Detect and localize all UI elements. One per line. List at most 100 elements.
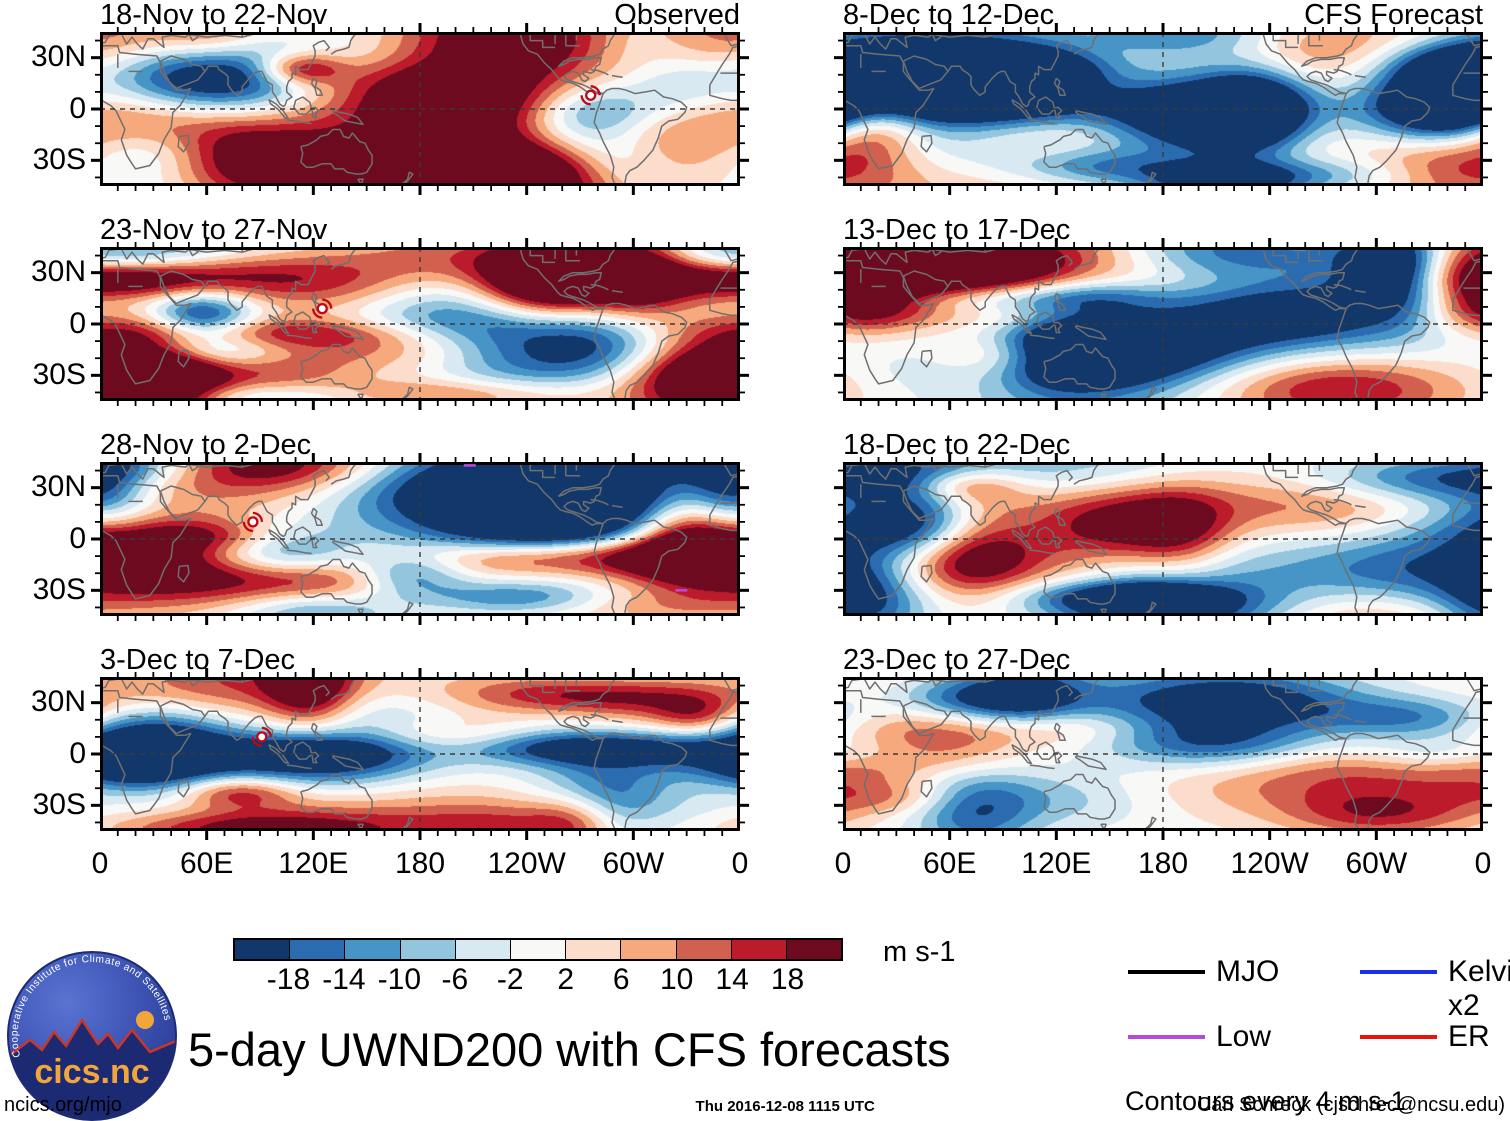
panel-date-range: 13-Dec to 17-Dec bbox=[843, 214, 1071, 246]
map-overlay bbox=[834, 238, 1492, 410]
lon-axis-right: 0 60E 120E 180 120W 60W 0 bbox=[835, 846, 1492, 886]
figure-title: 5-day UWND200 with CFS forecasts bbox=[188, 1023, 951, 1076]
panel-title: 13-Dec to 17-Dec bbox=[843, 214, 1483, 246]
footer-author: Carl Schreck (cjschrec@ncsu.edu) bbox=[1196, 1094, 1505, 1116]
lat-tick-30s: 30S bbox=[32, 143, 86, 176]
colorbar-tick-label: 14 bbox=[715, 963, 749, 996]
lat-tick-30s: 30S bbox=[32, 573, 86, 606]
lon-tick: 120W bbox=[487, 847, 566, 880]
colorbar-tick-label: -18 bbox=[266, 963, 311, 996]
panel-date-range: 23-Dec to 27-Dec bbox=[843, 644, 1071, 676]
contour-interval-note: Contours every 4 m s-1 bbox=[1125, 1086, 1406, 1116]
lon-tick: 0 bbox=[91, 847, 109, 880]
map-overlay bbox=[834, 453, 1492, 625]
colorbar-tick-label: 18 bbox=[770, 963, 805, 996]
panel-title: 23-Dec to 27-Dec bbox=[843, 644, 1483, 676]
logo-wordmark: cics.nc bbox=[34, 1053, 149, 1091]
colorbar-tick-label: 10 bbox=[659, 963, 694, 996]
tropical-cyclone-icon bbox=[251, 726, 272, 748]
lon-tick: 0 bbox=[731, 847, 749, 880]
colorbar-tick-label: 6 bbox=[612, 963, 630, 996]
mjo-line-icon bbox=[1128, 970, 1205, 974]
legend-label-kelvin: Kelvin x2 bbox=[1448, 955, 1510, 1022]
colorbar-tick-label: -10 bbox=[377, 963, 422, 996]
lat-tick-0: 0 bbox=[69, 737, 86, 770]
column-header: Observed bbox=[614, 0, 740, 31]
lon-tick: 120W bbox=[1230, 847, 1309, 880]
lat-axis-row-3: 30N 0 30S bbox=[2, 462, 92, 616]
legend-label-low: Low bbox=[1216, 1020, 1272, 1053]
lon-tick: 60E bbox=[179, 847, 234, 880]
low-line-icon bbox=[1128, 1035, 1205, 1039]
kelvin-line-icon bbox=[1360, 970, 1437, 974]
footer-timestamp: Thu 2016-12-08 1115 UTC bbox=[695, 1098, 875, 1115]
lat-tick-0: 0 bbox=[69, 92, 86, 125]
panel-title: 18-Dec to 22-Dec bbox=[843, 429, 1483, 461]
legend-row-2: Low ER bbox=[1128, 1020, 1510, 1086]
map-panel-forecast-4: 23-Dec to 27-Dec bbox=[834, 644, 1492, 840]
colorbar: -18 -14 -10 -6 -2 2 6 10 14 18 m s-1 bbox=[233, 936, 993, 1000]
panel-date-range: 18-Nov to 22-Nov bbox=[100, 0, 328, 31]
lon-tick: 60E bbox=[922, 847, 977, 880]
colorbar-tick-label: -6 bbox=[441, 963, 469, 996]
panel-date-range: 18-Dec to 22-Dec bbox=[843, 429, 1071, 461]
lon-tick: 120E bbox=[1021, 847, 1092, 880]
panel-date-range: 3-Dec to 7-Dec bbox=[100, 644, 296, 676]
lat-axis-row-4: 30N 0 30S bbox=[2, 677, 92, 831]
lon-tick: 60W bbox=[602, 847, 665, 880]
legend-label-mjo: MJO bbox=[1216, 955, 1280, 988]
colorbar-swatches bbox=[233, 938, 843, 961]
panel-title: 18-Nov to 22-Nov Observed bbox=[100, 0, 740, 31]
map-panel-observed-4: 3-Dec to 7-Dec bbox=[91, 644, 749, 840]
lon-tick: 120E bbox=[278, 847, 349, 880]
map-overlay bbox=[91, 23, 749, 195]
map-panel-observed-3: 28-Nov to 2-Dec bbox=[91, 429, 749, 625]
lon-axis-left: 0 60E 120E 180 120W 60W 0 bbox=[92, 846, 749, 886]
tropical-cyclone-icon bbox=[580, 85, 601, 106]
colorbar-tick-labels: -18 -14 -10 -6 -2 2 6 10 14 18 bbox=[233, 961, 843, 996]
logo-mountains bbox=[9, 1011, 175, 1119]
lat-axis-row-2: 30N 0 30S bbox=[2, 247, 92, 401]
panel-title: 8-Dec to 12-Dec CFS Forecast bbox=[843, 0, 1483, 31]
lat-tick-30n: 30N bbox=[30, 470, 86, 503]
lon-tick: 60W bbox=[1345, 847, 1408, 880]
panel-date-range: 23-Nov to 27-Nov bbox=[100, 214, 328, 246]
panel-title: 3-Dec to 7-Dec bbox=[100, 644, 740, 676]
lat-tick-30n: 30N bbox=[30, 40, 86, 73]
colorbar-tick-label: 2 bbox=[557, 963, 575, 996]
colorbar-tick-label: -2 bbox=[496, 963, 524, 996]
map-overlay bbox=[91, 668, 749, 840]
lon-tick: 0 bbox=[834, 847, 852, 880]
column-header: CFS Forecast bbox=[1304, 0, 1483, 31]
map-panel-forecast-2: 13-Dec to 17-Dec bbox=[834, 214, 1492, 410]
lat-tick-0: 0 bbox=[69, 307, 86, 340]
lat-axis-row-1: 30N 0 30S bbox=[2, 32, 92, 186]
er-line-icon bbox=[1360, 1035, 1437, 1039]
lon-tick: 180 bbox=[394, 847, 446, 880]
lat-tick-30n: 30N bbox=[30, 685, 86, 718]
map-panel-observed-1: 18-Nov to 22-Nov Observed bbox=[91, 0, 749, 195]
lon-tick: 180 bbox=[1137, 847, 1189, 880]
lat-tick-30s: 30S bbox=[32, 788, 86, 821]
cics-nc-logo: Cooperative Institute for Climate and Sa… bbox=[7, 951, 177, 1121]
map-overlay bbox=[91, 238, 749, 410]
map-overlay bbox=[834, 23, 1492, 195]
colorbar-units-label: m s-1 bbox=[883, 936, 956, 968]
map-panel-observed-2: 23-Nov to 27-Nov bbox=[91, 214, 749, 410]
legend-row-1: MJO Kelvin x2 bbox=[1128, 955, 1510, 1022]
map-overlay bbox=[834, 668, 1492, 840]
panel-title: 23-Nov to 27-Nov bbox=[100, 214, 740, 246]
logo-sun-icon bbox=[136, 1011, 154, 1029]
footer-url: ncics.org/mjo bbox=[4, 1094, 122, 1116]
lat-tick-0: 0 bbox=[69, 522, 86, 555]
map-panel-forecast-1: 8-Dec to 12-Dec CFS Forecast bbox=[834, 0, 1492, 195]
wave-legend: MJO Kelvin x2 Low ER Contours every 4 m … bbox=[1125, 955, 1510, 1116]
map-panel-forecast-3: 18-Dec to 22-Dec bbox=[834, 429, 1492, 625]
lat-tick-30s: 30S bbox=[32, 358, 86, 391]
lat-tick-30n: 30N bbox=[30, 255, 86, 288]
tropical-cyclone-icon bbox=[242, 511, 264, 533]
tropical-cyclone-icon bbox=[312, 298, 333, 319]
lon-tick: 0 bbox=[1474, 847, 1492, 880]
colorbar-tick-label: -14 bbox=[322, 963, 366, 996]
